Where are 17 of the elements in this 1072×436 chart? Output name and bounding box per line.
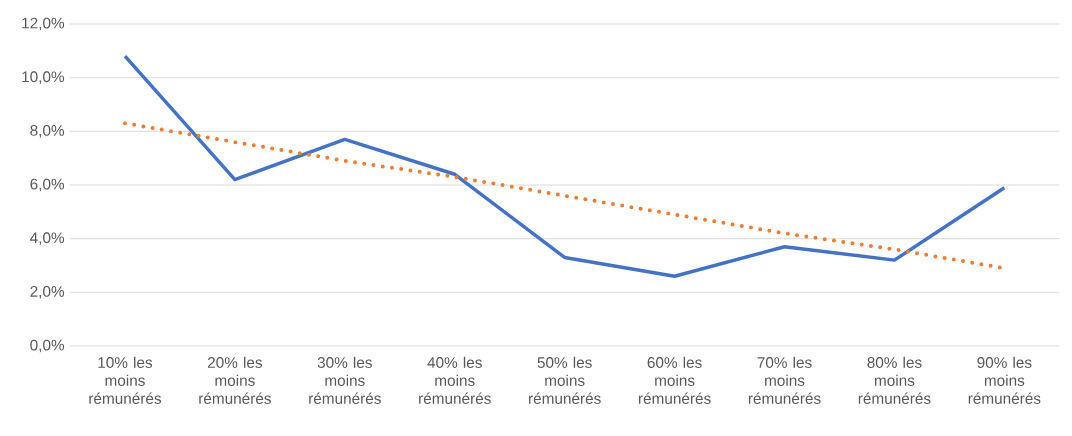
x-tick-label: 90% les moins rémunérés [968, 356, 1041, 404]
y-tick-label: 10,0% [22, 71, 65, 84]
x-tick-label: 20% les moins rémunérés [199, 356, 271, 404]
line-series [123, 54, 1007, 278]
x-tick-label: 50% les moins rémunérés [529, 356, 601, 404]
x-tick-label: 80% les moins rémunérés [858, 356, 931, 404]
y-tick-label: 4,0% [30, 232, 65, 245]
x-tick-label: 30% les moins rémunérés [309, 356, 381, 404]
y-tick-label: 12,0% [22, 17, 65, 31]
y-tick-label: 6,0% [30, 178, 65, 192]
y-tick-label: 2,0% [30, 286, 65, 299]
x-tick-label: 60% les moins rémunérés [638, 356, 711, 404]
y-tick-label: 0,0% [30, 339, 65, 353]
x-tick-label: 10% les moins rémunérés [89, 356, 162, 404]
x-tick-label: 40% les moins rémunérés [419, 356, 491, 404]
x-tick-label: 70% les moins rémunérés [748, 356, 821, 404]
y-tick-label: 8,0% [30, 125, 65, 138]
